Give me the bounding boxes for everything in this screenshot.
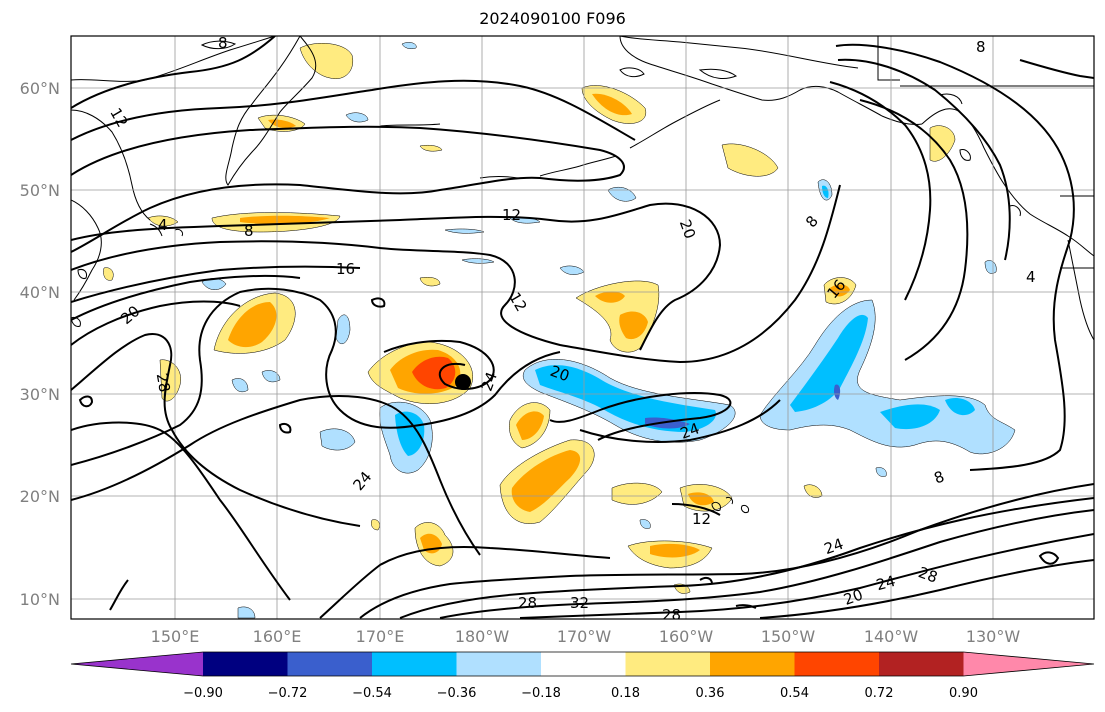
contour-labels: 8 8 12 4 8 12 20 8 16 20 28 16 4 12 24 2… xyxy=(106,34,1036,624)
graticule xyxy=(71,36,1094,619)
contour-label: 32 xyxy=(570,594,589,612)
colorbar-tick-label: 0.36 xyxy=(696,686,725,701)
lon-tick-label: 160°W xyxy=(659,627,714,646)
lat-tick-label: 50°N xyxy=(20,181,60,200)
lon-tick-label: 180°W xyxy=(455,627,510,646)
coastlines xyxy=(71,36,1094,513)
contour-label: 20 xyxy=(548,362,572,385)
colorbar-tick-label: 0.72 xyxy=(865,686,894,701)
lat-tick-label: 20°N xyxy=(20,487,60,506)
lon-tick-label: 140°W xyxy=(864,627,919,646)
contour-label: 28 xyxy=(916,563,940,586)
contour-label: 4 xyxy=(1026,268,1036,286)
lon-tick-label: 150°E xyxy=(151,627,200,646)
map-area: 8 8 12 4 8 12 20 8 16 20 28 16 4 12 24 2… xyxy=(71,34,1094,624)
contour-label: 8 xyxy=(244,222,254,240)
colorbar-tick-label: −0.18 xyxy=(521,686,561,701)
contour-label: 24 xyxy=(678,419,702,442)
colorbar-max-extension xyxy=(963,652,1094,676)
map-frame xyxy=(70,35,1095,620)
colorbar-tick-label: −0.36 xyxy=(437,686,477,701)
colorbar-tick-label: 0.54 xyxy=(780,686,809,701)
contour-label: 16 xyxy=(336,260,355,278)
contour-lines xyxy=(71,36,1094,619)
colorbar-segment xyxy=(287,652,372,676)
contour-label: 8 xyxy=(218,34,228,52)
shaded-field xyxy=(103,42,1016,619)
lon-tick-label: 130°W xyxy=(966,627,1021,646)
map-title: 2024090100 F096 xyxy=(479,9,626,28)
lat-tick-label: 10°N xyxy=(20,590,60,609)
lon-tick-label: 150°W xyxy=(761,627,816,646)
colorbar-segment xyxy=(625,652,710,676)
colorbar-tick-label: 0.90 xyxy=(949,686,978,701)
contour-label: 12 xyxy=(692,510,711,528)
colorbar-tick-label: −0.54 xyxy=(352,686,392,701)
longitude-axis: 150°E 160°E 170°E 180°W 170°W 160°W 150°… xyxy=(151,627,1021,646)
contour-label: 24 xyxy=(478,370,501,394)
contour-label: 20 xyxy=(841,585,865,608)
colorbar-segment xyxy=(372,652,457,676)
colorbar-min-extension xyxy=(71,652,203,676)
lon-tick-label: 170°W xyxy=(557,627,612,646)
latitude-axis: 10°N 20°N 30°N 40°N 50°N 60°N xyxy=(20,79,60,609)
colorbar-segment xyxy=(710,652,795,676)
lon-tick-label: 170°E xyxy=(356,627,405,646)
lon-tick-label: 160°E xyxy=(253,627,302,646)
lat-tick-label: 30°N xyxy=(20,385,60,404)
colorbar-tick-label: 0.18 xyxy=(611,686,640,701)
colorbar: −0.90 −0.72 −0.54 −0.36 −0.18 0.18 0.36 … xyxy=(70,651,1095,701)
colorbar-segment xyxy=(203,652,288,676)
contour-label: 8 xyxy=(976,38,986,56)
lat-tick-label: 40°N xyxy=(20,283,60,302)
storm-center-marker xyxy=(455,374,471,390)
lat-tick-label: 60°N xyxy=(20,79,60,98)
colorbar-tick-label: −0.90 xyxy=(183,686,223,701)
contour-label: 24 xyxy=(874,572,897,594)
contour-label: 12 xyxy=(502,206,521,224)
contour-label: 28 xyxy=(518,594,537,612)
contour-label: 24 xyxy=(822,535,846,558)
colorbar-tick-label: −0.72 xyxy=(268,686,308,701)
contour-label: 28 xyxy=(662,606,681,624)
contour-label: 28 xyxy=(153,372,174,394)
colorbar-segment xyxy=(541,652,626,676)
colorbar-segment xyxy=(456,652,541,676)
contour-label: 4 xyxy=(158,216,168,234)
contour-label: 20 xyxy=(676,217,699,241)
colorbar-segment xyxy=(794,652,879,676)
colorbar-segment xyxy=(879,652,964,676)
